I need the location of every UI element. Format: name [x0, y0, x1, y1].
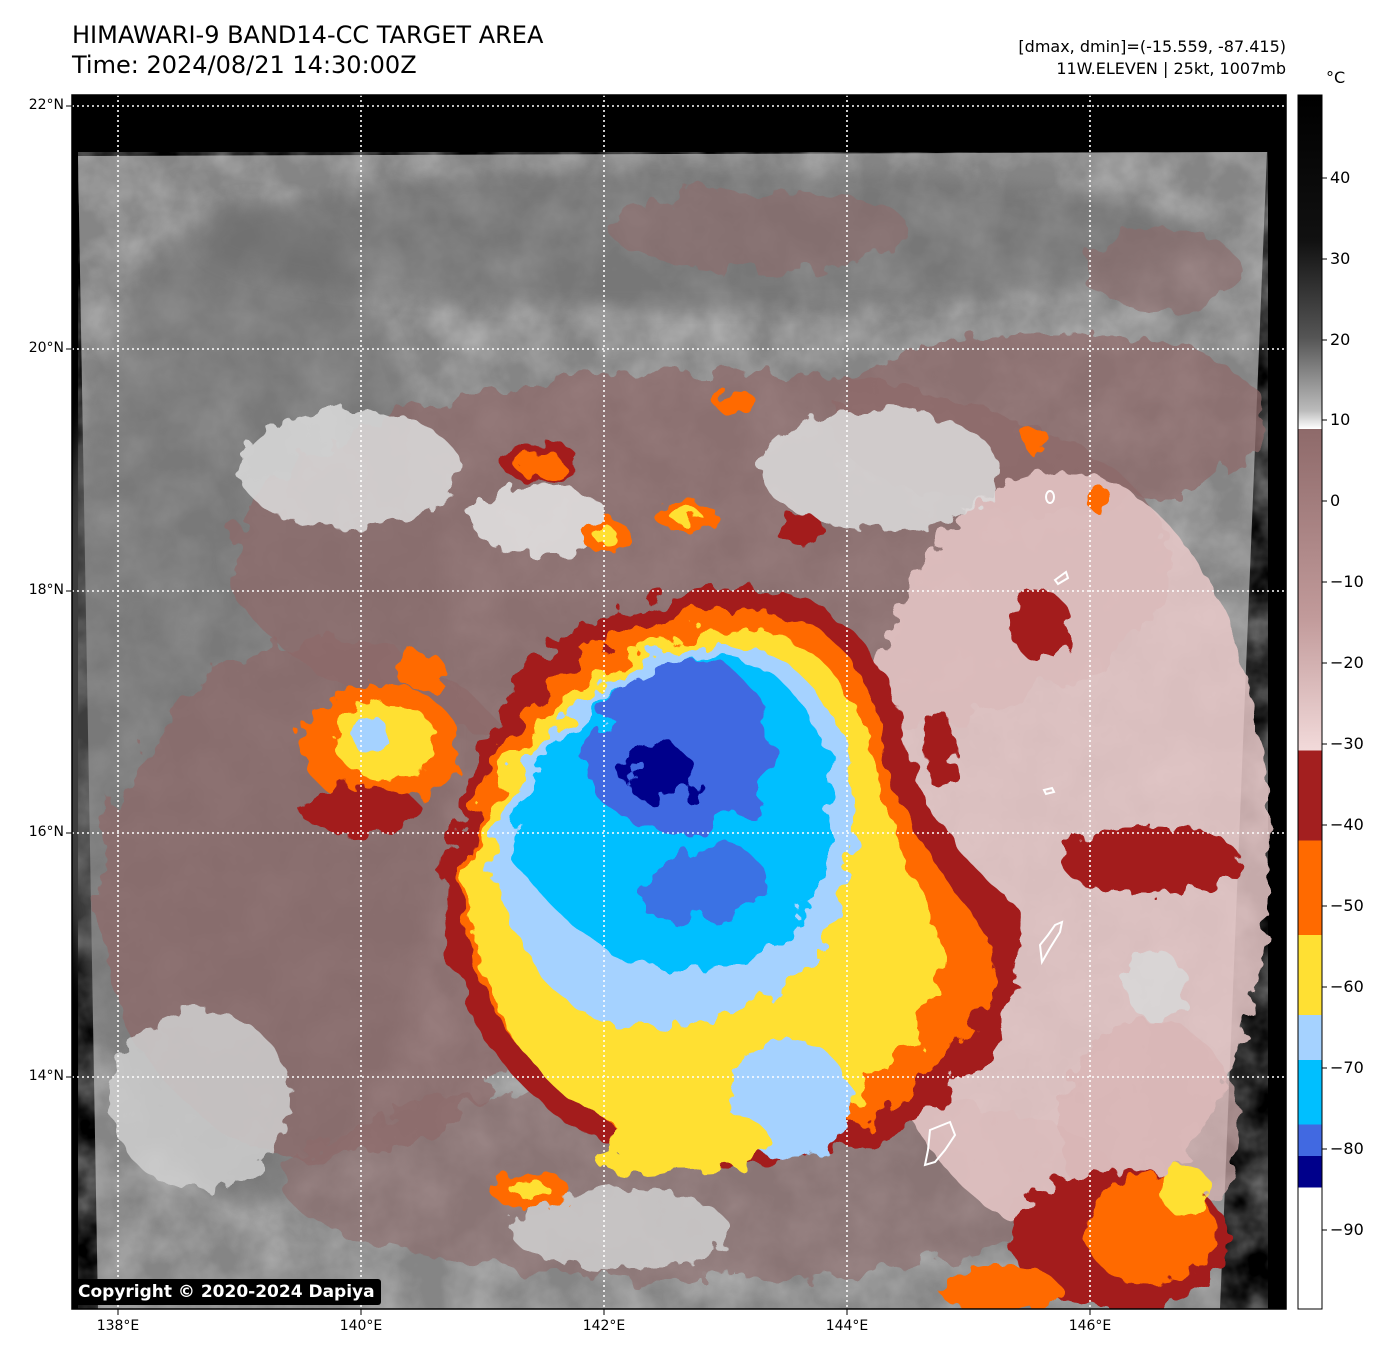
lon-label: 146°E: [1068, 1318, 1112, 1334]
map-border: [71, 94, 1287, 1310]
guam-island: [923, 1120, 957, 1167]
colorbar-label: −20: [1330, 653, 1364, 672]
lat-label: 22°N: [28, 97, 64, 113]
lon-label: 142°E: [582, 1318, 626, 1334]
small-island: [1042, 786, 1056, 796]
lat-label: 18°N: [28, 582, 64, 598]
copyright-badge: Copyright © 2020-2024 Dapiya: [72, 1279, 381, 1305]
colorbar-label: −10: [1330, 572, 1364, 591]
colorbar-label: −70: [1330, 1058, 1364, 1077]
colorbar-label: −30: [1330, 734, 1364, 753]
lat-label: 14°N: [28, 1068, 64, 1084]
colorbar-label: −60: [1330, 977, 1364, 996]
colorbar-label: 10: [1330, 410, 1351, 429]
southeast-convection: [490, 1165, 1230, 1309]
figure-time: Time: 2024/08/21 14:30:00Z: [72, 51, 417, 79]
colorbar-label: 40: [1330, 168, 1351, 187]
colorbar-label: −50: [1330, 896, 1364, 915]
colorbar: [1297, 94, 1323, 1310]
storm-text: 11W.ELEVEN | 25kt, 1007mb: [1056, 59, 1286, 78]
lon-label: 140°E: [339, 1318, 383, 1334]
colorbar-label: −40: [1330, 815, 1364, 834]
colorbar-label: 0: [1330, 491, 1341, 510]
lat-label: 16°N: [28, 824, 64, 840]
colorbar-label: 20: [1330, 330, 1351, 349]
colorbar-label: −90: [1330, 1220, 1364, 1239]
colorbar-label: 30: [1330, 249, 1351, 268]
lat-label: 20°N: [28, 340, 64, 356]
colorbar-ticks: [1322, 177, 1327, 1231]
range-text: [dmax, dmin]=(-15.559, -87.415): [1018, 37, 1286, 56]
colorbar-label: −80: [1330, 1139, 1364, 1158]
lon-label: 144°E: [825, 1318, 869, 1334]
western-cloud-cluster: [300, 650, 460, 835]
map-gridlines: [72, 95, 1286, 1309]
eastern-cloud-band: [925, 710, 1240, 895]
axis-ticks: [66, 105, 1091, 1315]
saipan-island: [1038, 920, 1064, 966]
northern-cloud-cells: [500, 392, 1110, 660]
island-coastlines: [923, 490, 1070, 1167]
figure-title: HIMAWARI-9 BAND14-CC TARGET AREA: [72, 21, 544, 49]
small-island: [1045, 490, 1055, 504]
colorbar-unit: °C: [1326, 68, 1346, 87]
small-island: [1053, 570, 1070, 586]
lon-label: 138°E: [96, 1318, 140, 1334]
map-frame: [72, 95, 1286, 1309]
bright-cloud-patches: [110, 410, 1185, 1270]
southern-cloud-lobe: [595, 1040, 850, 1175]
convective-system: [442, 588, 1025, 1163]
